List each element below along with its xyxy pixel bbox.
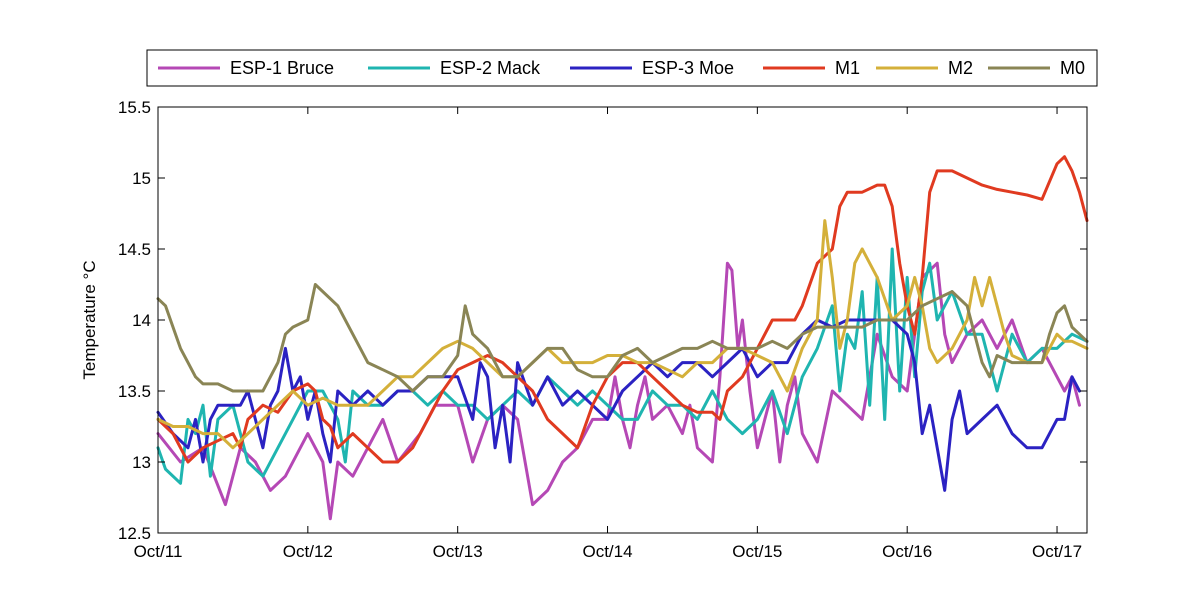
y-tick-label: 14 <box>132 311 151 330</box>
y-tick-label: 15 <box>132 169 151 188</box>
legend: ESP-1 Bruce ESP-2 Mack ESP-3 Moe M1 M2 M0 <box>146 49 1098 87</box>
y-tick-label: 14.5 <box>118 240 151 259</box>
series-layer <box>156 155 1089 521</box>
x-tick-label: Oct/11 <box>134 542 183 561</box>
x-tick-label: Oct/14 <box>582 542 632 561</box>
legend-label: ESP-3 Moe <box>642 58 734 78</box>
y-axis-label: Temperature °C <box>80 260 99 379</box>
legend-label: M1 <box>835 58 860 78</box>
series-line-4 <box>156 219 1089 450</box>
series-line-5 <box>156 283 1089 393</box>
y-tick-label: 15.5 <box>118 98 151 117</box>
legend-label: M0 <box>1060 58 1085 78</box>
x-tick-label: Oct/17 <box>1032 542 1082 561</box>
legend-entries: ESP-1 Bruce ESP-2 Mack ESP-3 Moe M1 M2 M0 <box>158 58 1085 78</box>
series-line-2 <box>156 318 1081 492</box>
legend-label: ESP-1 Bruce <box>230 58 334 78</box>
y-tick-label: 13 <box>132 453 151 472</box>
legend-label: ESP-2 Mack <box>440 58 541 78</box>
x-tick-label: Oct/12 <box>283 542 333 561</box>
x-tick-label: Oct/13 <box>433 542 483 561</box>
ticks-layer: Oct/11 Oct/12 Oct/13 Oct/14 Oct/15 Oct/16 Oct/… <box>118 98 1087 561</box>
series-line-0 <box>156 261 1081 521</box>
legend-label: M2 <box>948 58 973 78</box>
x-tick-label: Oct/16 <box>882 542 932 561</box>
x-tick-label: Oct/15 <box>732 542 782 561</box>
y-tick-label: 13.5 <box>118 382 151 401</box>
y-tick-label: 12.5 <box>118 524 151 543</box>
